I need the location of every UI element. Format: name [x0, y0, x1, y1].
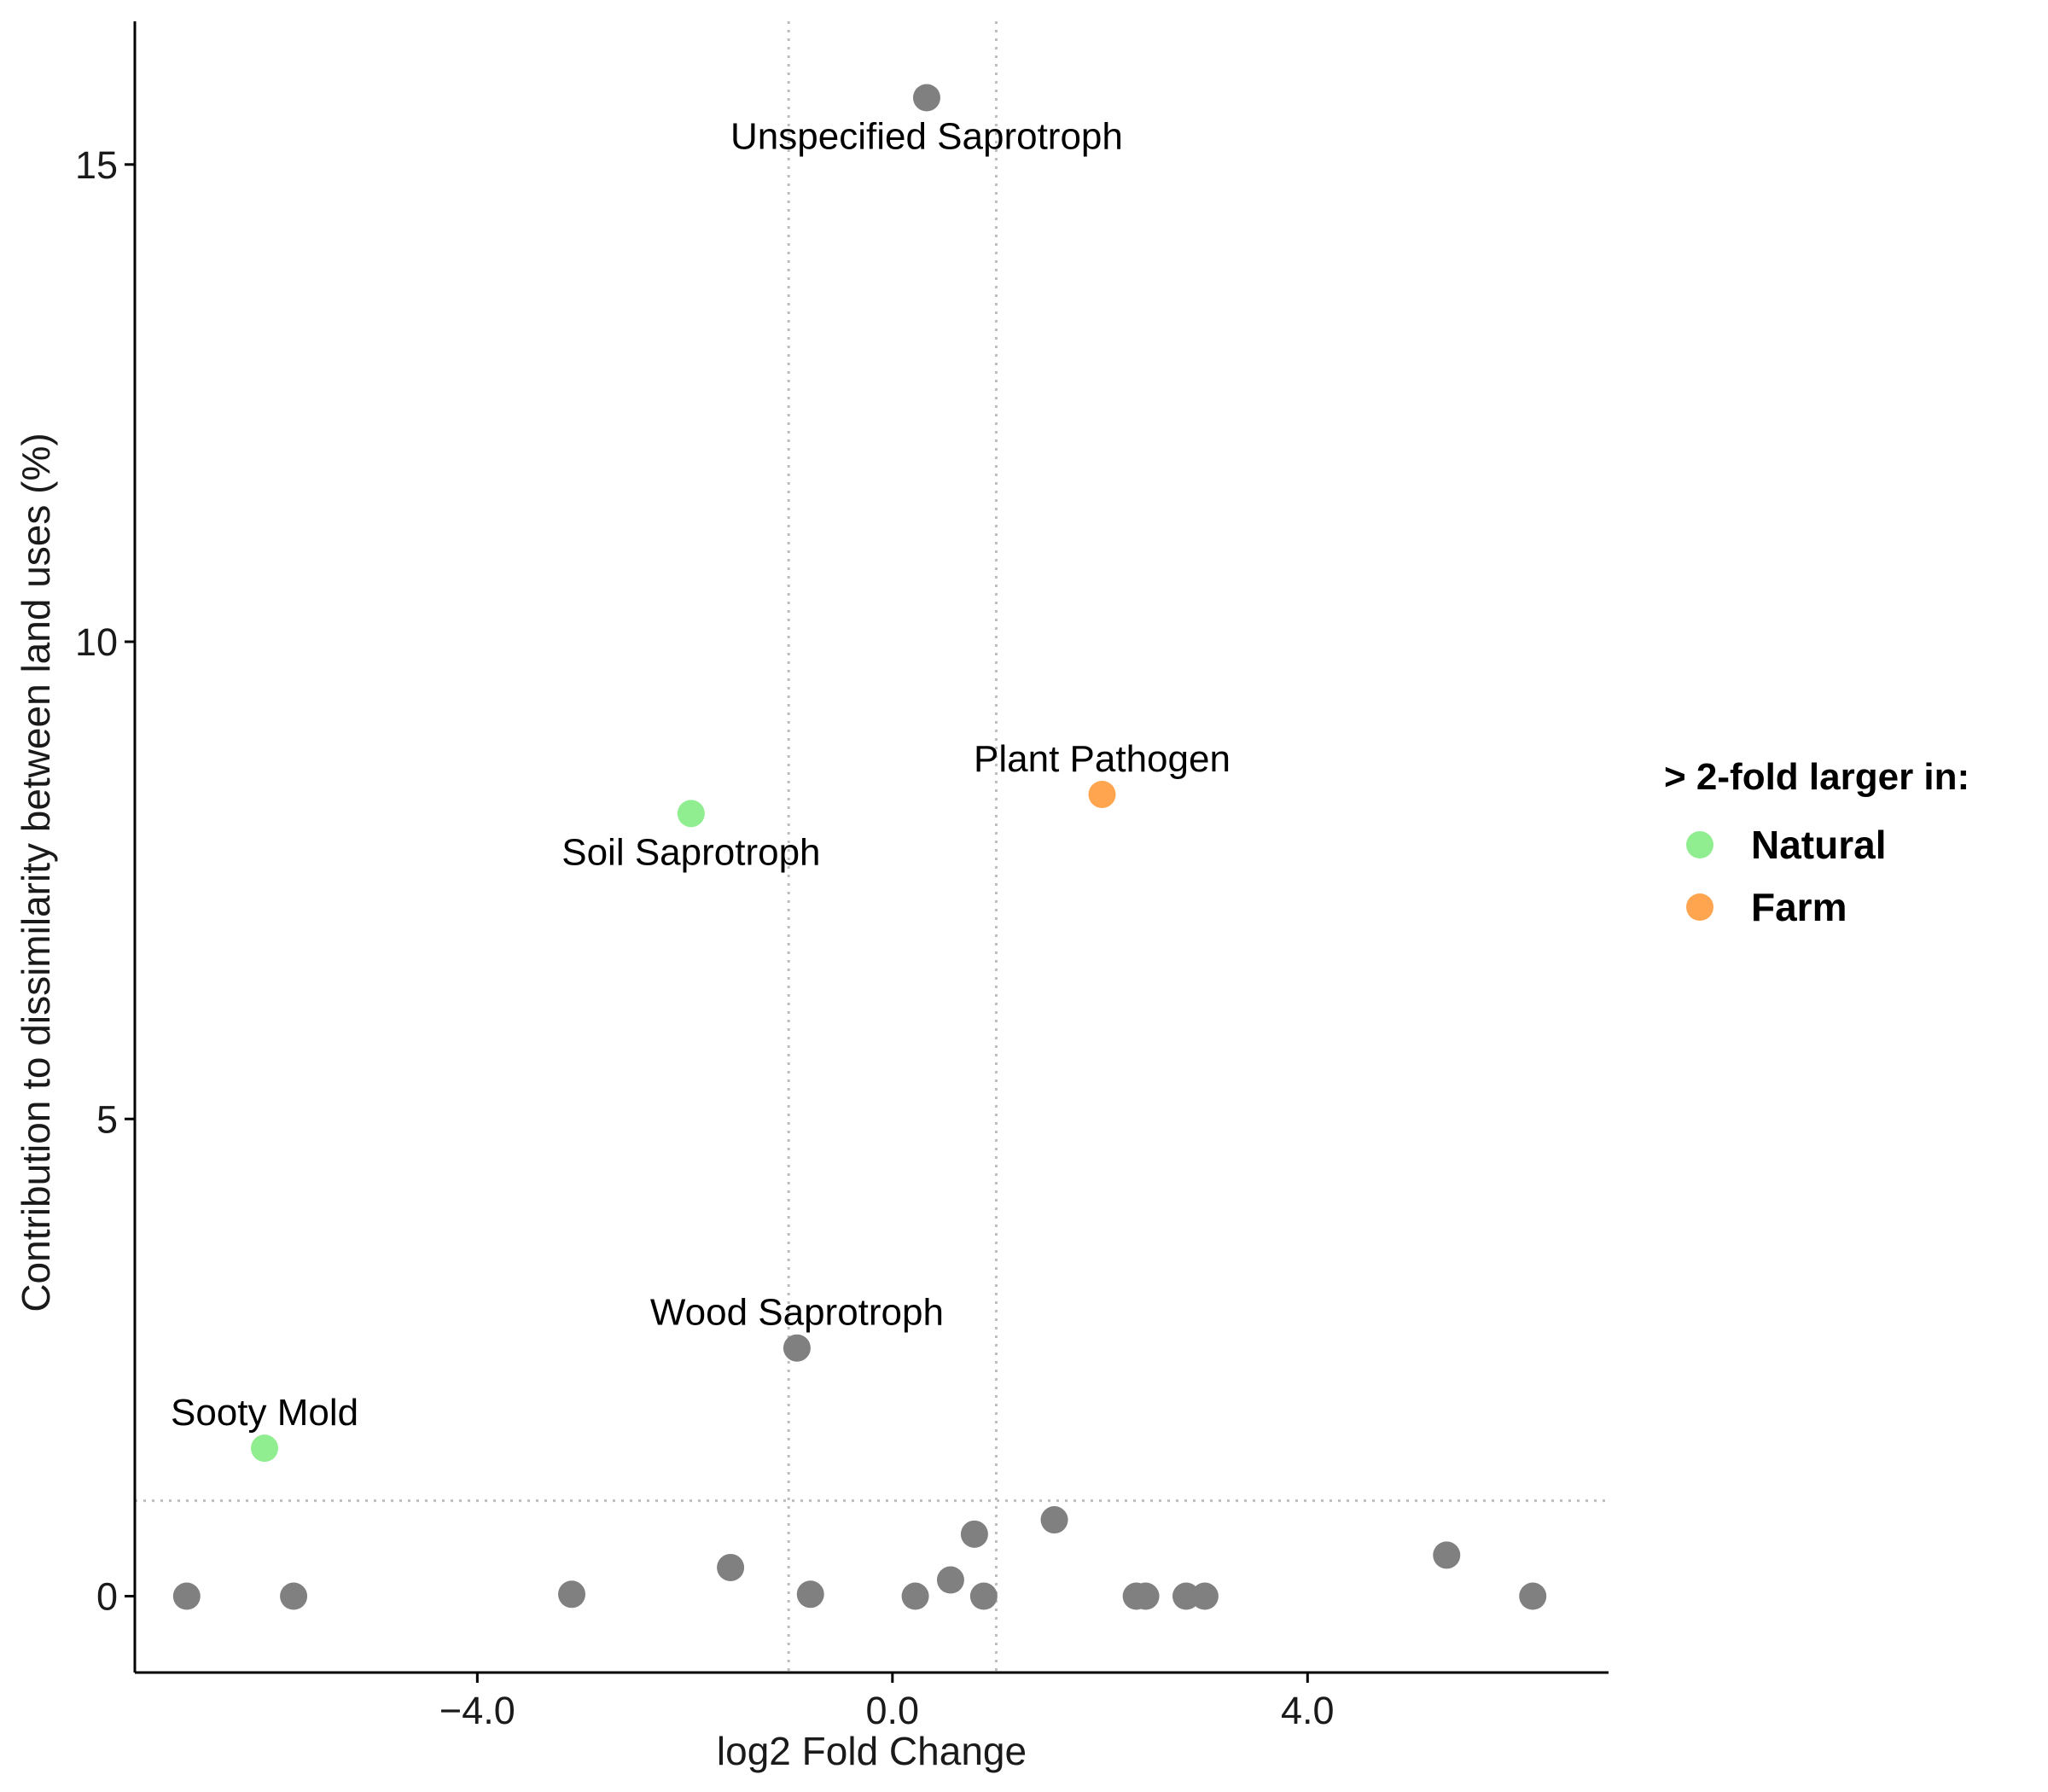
- point-label: Wood Saprotroph: [650, 1292, 944, 1334]
- data-point: [1132, 1582, 1160, 1610]
- point-label: Soil Saprotroph: [561, 831, 820, 873]
- data-point: [251, 1434, 279, 1463]
- point-labels: Unspecified Saprotroph Plant Pathogen Soil…: [171, 115, 1231, 1434]
- data-point: [796, 1580, 824, 1609]
- x-tick-label: −4.0: [439, 1689, 515, 1732]
- x-tick-label: 4.0: [1281, 1689, 1335, 1732]
- legend-label: Farm: [1751, 885, 1847, 929]
- x-tick-label: 0.0: [866, 1689, 920, 1732]
- data-point: [717, 1553, 745, 1581]
- data-point: [969, 1582, 998, 1610]
- data-point: [1088, 780, 1116, 808]
- y-tick-label: 0: [96, 1575, 118, 1619]
- legend: > 2-fold larger in: Natural Farm: [1664, 756, 1969, 929]
- data-point: [1172, 1582, 1201, 1610]
- data-point: [783, 1334, 811, 1362]
- point-label: Sooty Mold: [171, 1392, 358, 1434]
- legend-swatch: [1686, 893, 1713, 921]
- data-point: [280, 1582, 308, 1610]
- legend-swatch: [1686, 831, 1713, 858]
- y-tick-label: 5: [96, 1097, 118, 1141]
- point-label: Plant Pathogen: [974, 738, 1231, 780]
- data-point: [1433, 1541, 1461, 1569]
- y-axis-title: Contribution to dissimilarity between la…: [14, 433, 58, 1312]
- data-point: [677, 800, 705, 828]
- axes: [133, 21, 1609, 1674]
- data-point: [1040, 1506, 1068, 1534]
- data-point: [172, 1582, 201, 1610]
- x-axis-ticks: −4.0 0.0 4.0: [439, 1673, 1335, 1732]
- x-axis-title: log2 Fold Change: [717, 1729, 1027, 1773]
- point-label: Unspecified Saprotroph: [730, 115, 1123, 157]
- data-points: [172, 84, 1547, 1610]
- data-point: [901, 1582, 929, 1610]
- y-tick-label: 15: [75, 143, 118, 187]
- data-point: [1519, 1582, 1547, 1610]
- data-point: [1190, 1582, 1219, 1610]
- legend-title: > 2-fold larger in:: [1664, 756, 1969, 798]
- reference-lines: [135, 21, 1609, 1673]
- data-point: [960, 1520, 988, 1548]
- data-point: [912, 84, 940, 112]
- y-axis-ticks: 0 5 10 15: [75, 143, 135, 1619]
- data-point: [936, 1566, 964, 1594]
- data-point: [558, 1580, 586, 1609]
- y-tick-label: 10: [75, 620, 118, 664]
- legend-label: Natural: [1751, 823, 1886, 867]
- legend-entries: Natural Farm: [1686, 823, 1886, 929]
